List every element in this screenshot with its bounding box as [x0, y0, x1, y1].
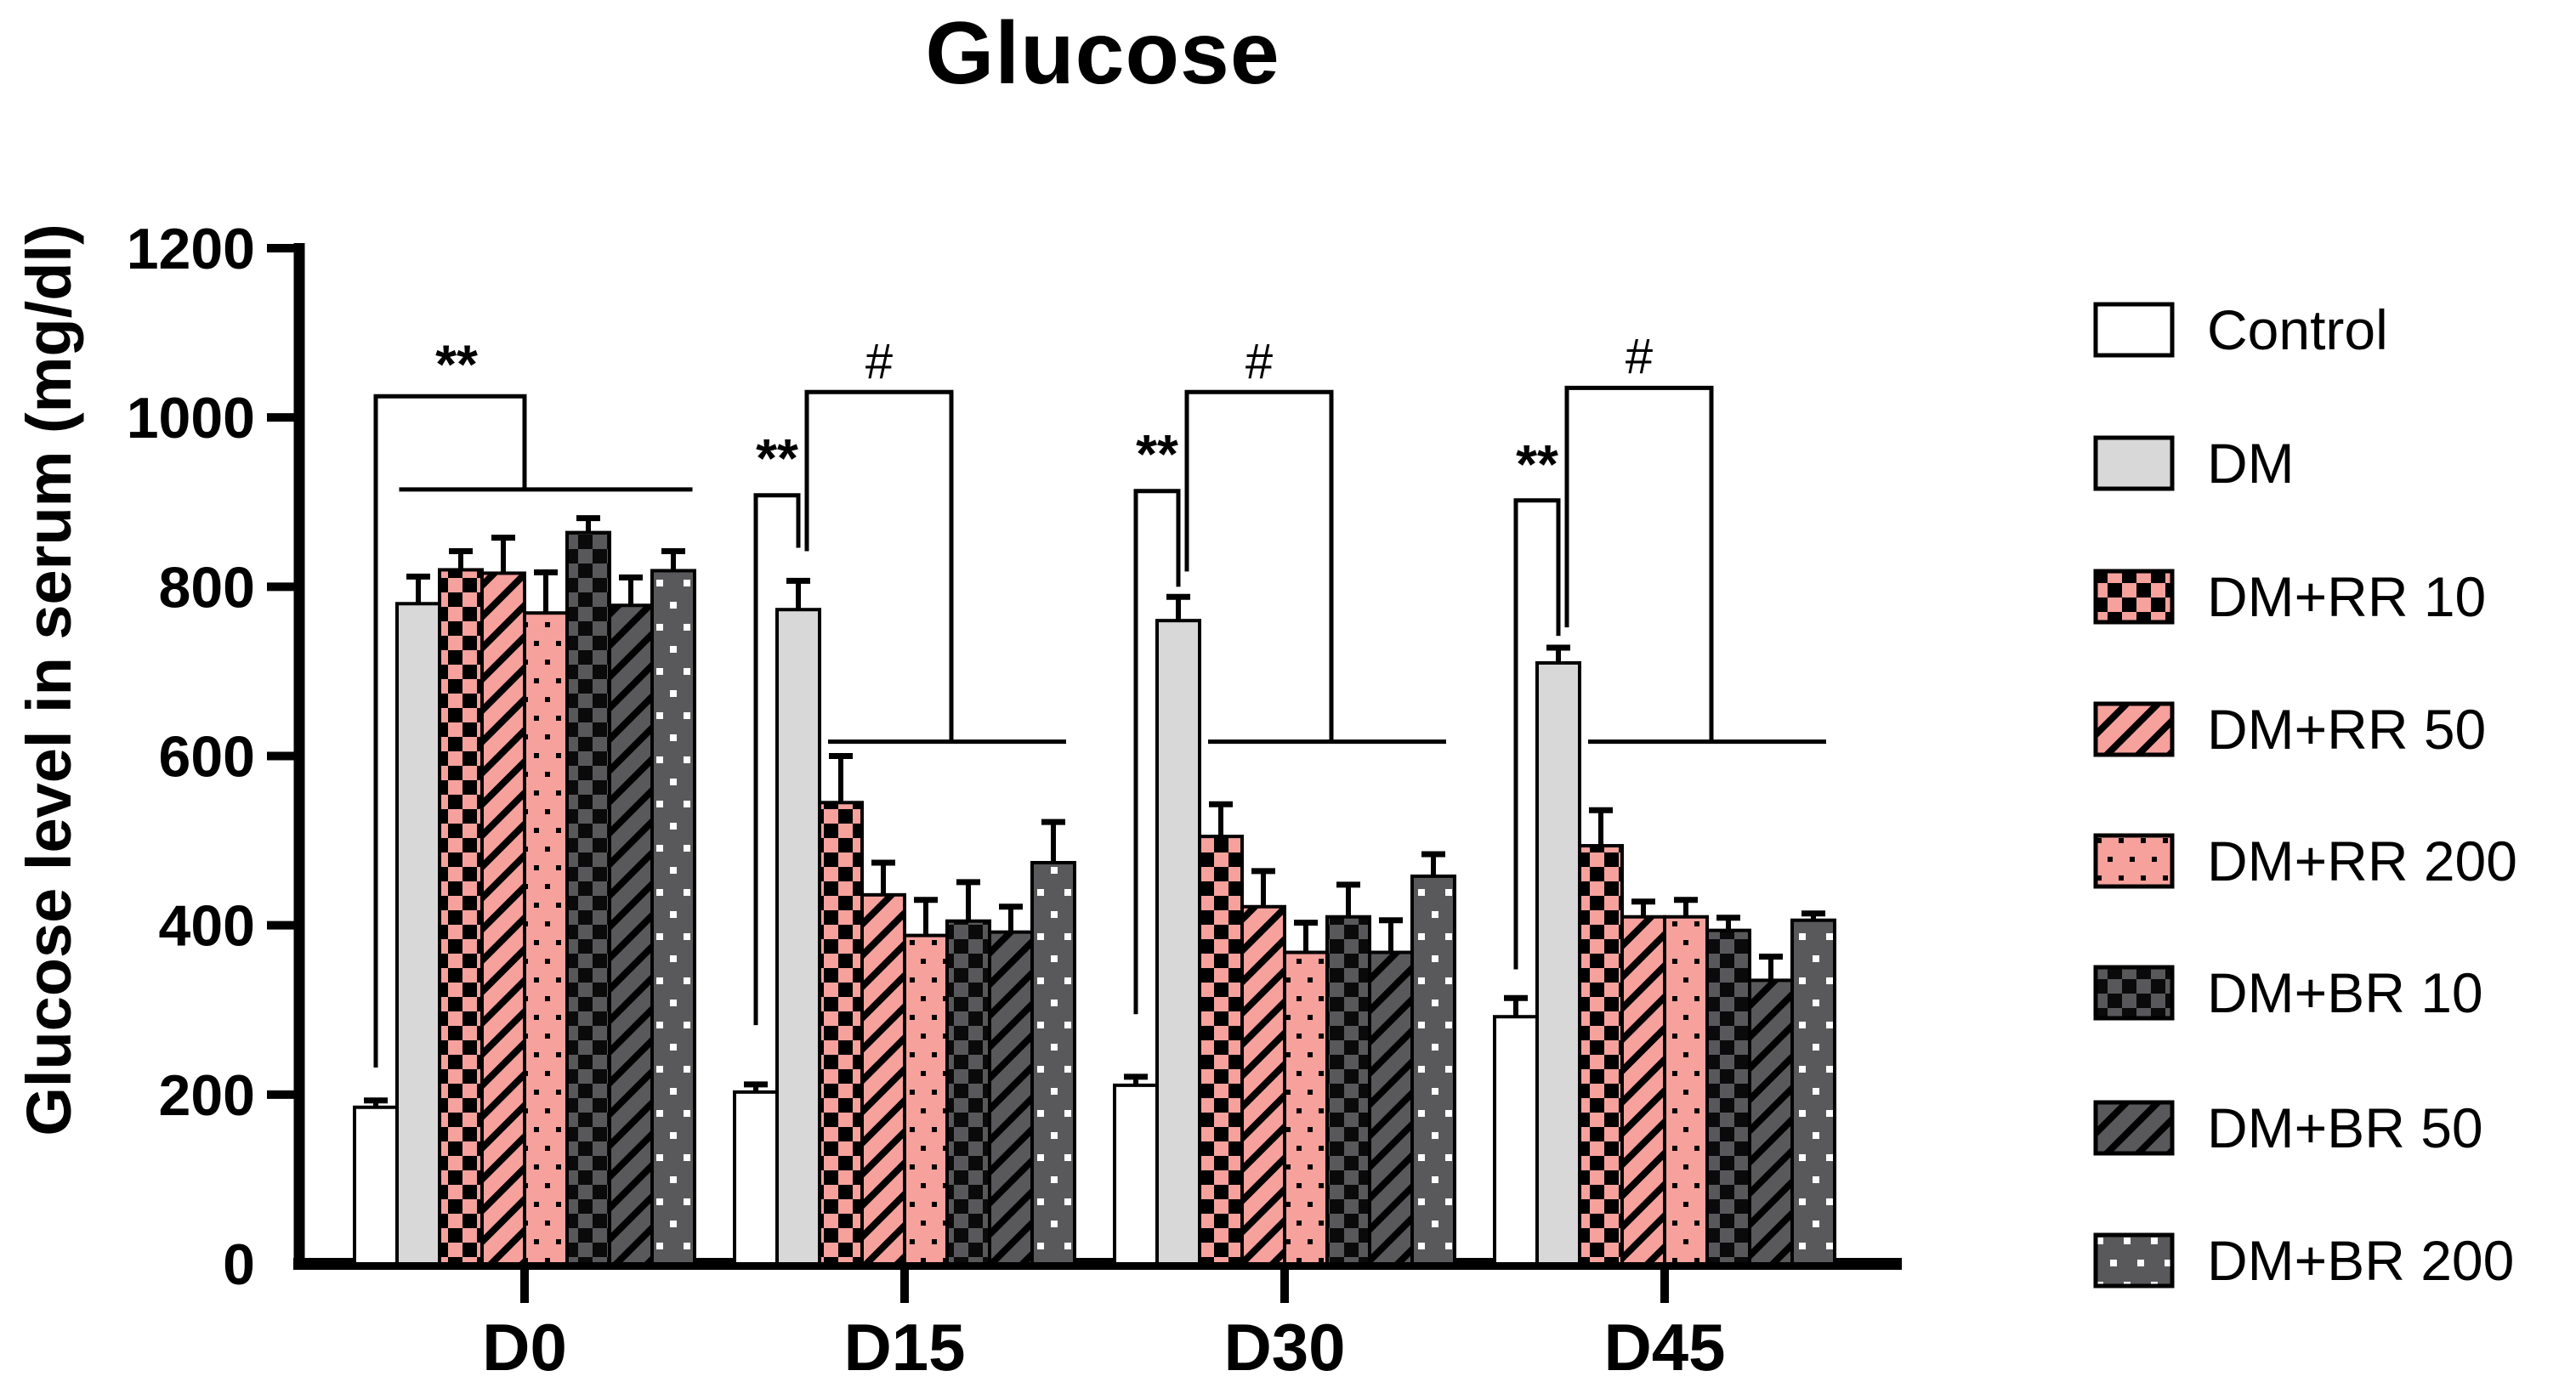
legend-label: DM [2207, 432, 2295, 495]
y-tick-label: 800 [159, 555, 255, 620]
legend-swatch-icon [2093, 701, 2175, 757]
legend-swatch-icon [2093, 302, 2175, 358]
bar-d0-dm-rr-10 [438, 568, 484, 1266]
legend-label: Control [2207, 298, 2388, 361]
legend-label: DM+RR 10 [2207, 565, 2487, 628]
legend-label: DM+BR 50 [2207, 1096, 2483, 1159]
legend-item-dm-br-10: DM+BR 10 [2093, 954, 2483, 1032]
significance-label-d15: # [865, 334, 893, 389]
y-tick-label: 1200 [127, 217, 255, 281]
y-tick-label: 200 [159, 1063, 255, 1128]
legend-label: DM+RR 200 [2207, 830, 2517, 892]
bar-d15-dm-br-200 [1030, 860, 1076, 1266]
y-tick-label: 600 [159, 725, 255, 790]
bar-d0-dm-br-10 [565, 530, 611, 1266]
legend-label: DM+BR 10 [2207, 961, 2483, 1024]
significance-label-d0: ** [435, 333, 478, 394]
significance-label-d45: # [1626, 329, 1653, 384]
significance-label-d15: ** [756, 428, 798, 489]
legend-label: DM+BR 200 [2207, 1229, 2515, 1292]
bar-d15-dm-rr-200 [903, 933, 949, 1266]
significance-bracket-d30 [1184, 389, 1334, 742]
bar-d15-dm-br-10 [945, 919, 991, 1266]
legend-item-dm-rr-50: DM+RR 50 [2093, 690, 2486, 768]
significance-bracket-d45 [1564, 385, 1714, 742]
bar-d45-dm-br-10 [1705, 928, 1751, 1266]
significance-label-d30: # [1245, 334, 1273, 389]
bar-d30-dm-br-50 [1368, 950, 1414, 1266]
bar-d0-dm-rr-50 [480, 571, 526, 1266]
x-tick-label-d30: D30 [1223, 1310, 1345, 1382]
legend-swatch-icon [2093, 435, 2175, 491]
bar-d45-dm-br-200 [1790, 918, 1836, 1266]
legend-item-dm-rr-200: DM+RR 200 [2093, 822, 2517, 900]
bar-d0-dm-rr-200 [523, 611, 569, 1266]
bar-d30-dm-rr-10 [1198, 835, 1244, 1266]
bar-d15-dm-rr-50 [860, 892, 906, 1266]
legend-label: DM+RR 50 [2207, 698, 2487, 761]
bar-d45-dm-rr-50 [1620, 915, 1666, 1266]
bar-d30-control [1113, 1083, 1159, 1266]
legend-swatch-icon [2093, 965, 2175, 1021]
legend-item-dm: DM [2093, 424, 2295, 502]
bar-d45-dm [1535, 660, 1581, 1266]
chart-legend: Control DM DM+RR 10 DM+RR 50 DM+RR 200 DM+BR … [2093, 0, 2569, 1382]
legend-swatch-icon [2093, 833, 2175, 889]
x-tick-label-d15: D15 [843, 1310, 965, 1382]
significance-label-d45: ** [1516, 433, 1558, 495]
chart-title: Glucose [925, 4, 1280, 103]
bar-d0-dm-br-200 [650, 569, 696, 1266]
significance-bracket-d15 [804, 389, 954, 742]
bar-d45-control [1493, 1015, 1539, 1266]
x-tick-label-d0: D0 [482, 1310, 567, 1382]
significance-bracket-d0 [373, 394, 527, 1068]
bar-d15-dm-rr-10 [818, 801, 864, 1266]
legend-swatch-icon [2093, 1232, 2175, 1289]
legend-swatch-icon [2093, 569, 2175, 625]
legend-item-dm-br-200: DM+BR 200 [2093, 1221, 2514, 1300]
significance-bracket-d30 [1133, 489, 1181, 1015]
bar-d45-dm-rr-200 [1663, 915, 1709, 1266]
bar-d0-dm [395, 602, 441, 1266]
bar-d0-dm-br-50 [608, 603, 654, 1266]
bar-d30-dm-br-10 [1325, 915, 1371, 1266]
y-tick-label: 400 [159, 894, 255, 959]
bar-d0-control [353, 1105, 399, 1266]
legend-item-dm-br-50: DM+BR 50 [2093, 1089, 2483, 1167]
y-tick-label: 0 [223, 1232, 255, 1297]
bar-d15-control [733, 1090, 779, 1266]
y-tick-label: 1000 [127, 386, 255, 450]
bar-d30-dm-rr-50 [1240, 904, 1286, 1266]
legend-item-control: Control [2093, 291, 2388, 369]
bar-d45-dm-br-50 [1748, 978, 1794, 1266]
bar-d30-dm-br-200 [1410, 874, 1456, 1266]
bar-d45-dm-rr-10 [1578, 844, 1624, 1266]
bar-d15-dm-br-50 [988, 930, 1034, 1266]
significance-bracket-d15 [753, 493, 801, 1026]
bar-d15-dm [775, 608, 821, 1266]
legend-swatch-icon [2093, 1100, 2175, 1156]
x-tick-label-d45: D45 [1603, 1310, 1725, 1382]
significance-bracket-d45 [1513, 498, 1561, 970]
bar-d30-dm-rr-200 [1283, 950, 1329, 1266]
legend-item-dm-rr-10: DM+RR 10 [2093, 558, 2486, 636]
significance-label-d30: ** [1136, 423, 1178, 484]
bar-d30-dm [1155, 619, 1201, 1266]
